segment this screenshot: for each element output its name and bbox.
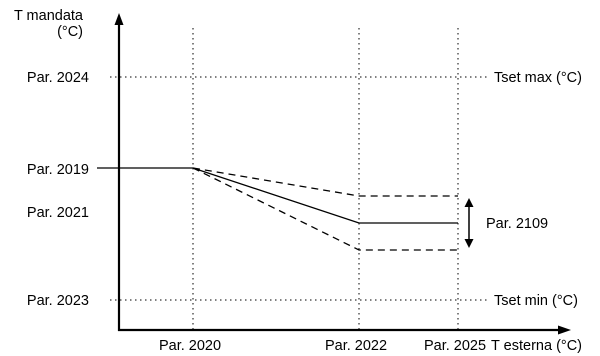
- y-tick-par-2024: Par. 2024: [27, 70, 89, 86]
- band-arrow-up-icon: [464, 198, 474, 207]
- upper-offset-curve: [192, 167, 458, 197]
- x-tick-par-2022: Par. 2022: [325, 338, 387, 354]
- lower-offset-curve: [192, 167, 458, 251]
- y-axis-title-line2: (°C): [57, 24, 83, 40]
- y-axis-arrow-icon: [114, 13, 124, 25]
- tset-max-label: Tset max (°C): [494, 70, 582, 86]
- nominal-curve: [97, 167, 458, 224]
- y-tick-par-2023: Par. 2023: [27, 293, 89, 309]
- par-2109-label: Par. 2109: [486, 216, 548, 232]
- x-tick-par-2020: Par. 2020: [159, 338, 221, 354]
- x-axis-title: T esterna (°C): [491, 338, 582, 354]
- y-axis-title-line1: T mandata: [14, 8, 84, 24]
- y-tick-par-2019: Par. 2019: [27, 162, 89, 178]
- y-tick-par-2021: Par. 2021: [27, 205, 89, 221]
- x-tick-par-2025: Par. 2025: [424, 338, 486, 354]
- tset-min-label: Tset min (°C): [494, 293, 578, 309]
- x-axis-arrow-icon: [558, 325, 571, 335]
- band-arrow-down-icon: [464, 239, 474, 248]
